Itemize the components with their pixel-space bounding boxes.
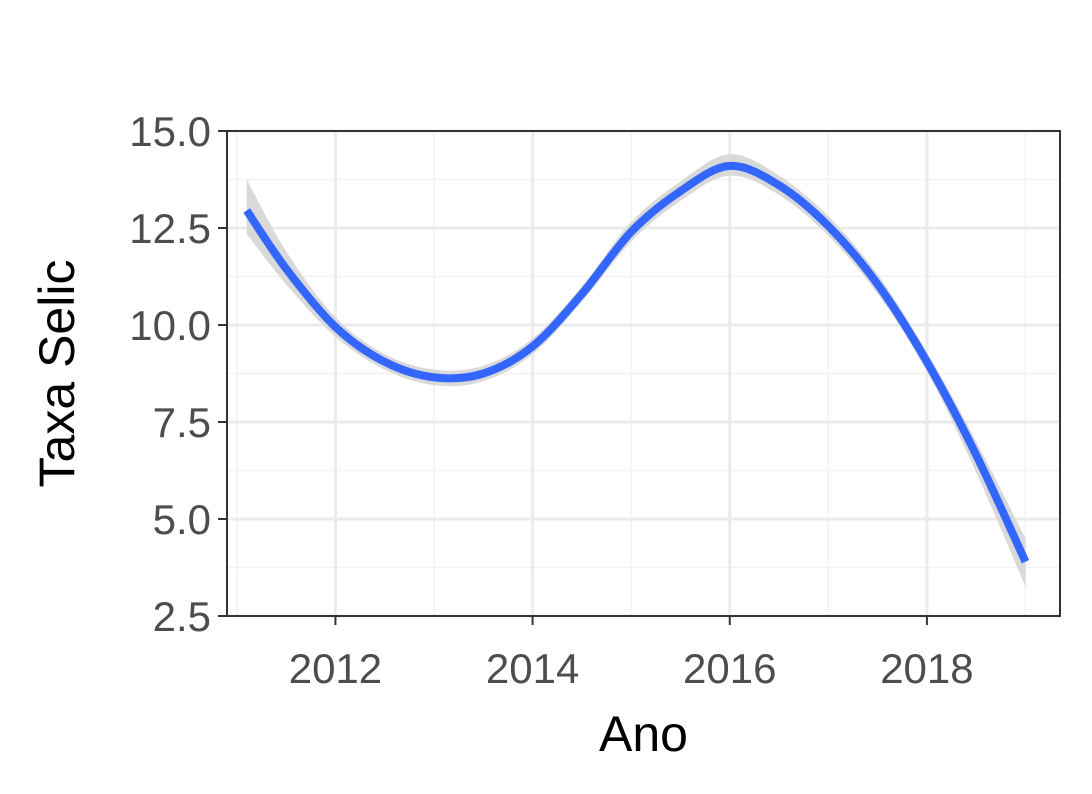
trend-line-layer (243, 161, 1030, 564)
y-tick-label: 10.0 (129, 302, 211, 349)
axis-ticks (218, 130, 928, 625)
panel-border (226, 130, 1061, 617)
x-tick-label: 2014 (486, 645, 579, 692)
confidence-band-layer (246, 154, 1026, 587)
y-axis-title: Taxa Selic (29, 260, 85, 488)
x-tick-labels: 2012 2014 2016 2018 (289, 645, 974, 692)
major-grid (227, 129, 1060, 618)
y-tick-label: 7.5 (153, 399, 211, 446)
y-tick-label: 5.0 (153, 496, 211, 543)
x-tick-label: 2018 (880, 645, 973, 692)
y-tick-label: 2.5 (153, 593, 211, 640)
y-tick-label: 12.5 (129, 205, 211, 252)
minor-grid (227, 131, 1060, 616)
y-tick-labels: 2.5 5.0 7.5 10.0 12.5 15.0 (129, 108, 211, 640)
x-tick-label: 2012 (289, 645, 382, 692)
x-tick-label: 2016 (683, 645, 776, 692)
confidence-band (246, 154, 1026, 587)
trend-line (243, 161, 1030, 564)
x-axis-title: Ano (599, 706, 688, 762)
y-tick-label: 15.0 (129, 108, 211, 155)
